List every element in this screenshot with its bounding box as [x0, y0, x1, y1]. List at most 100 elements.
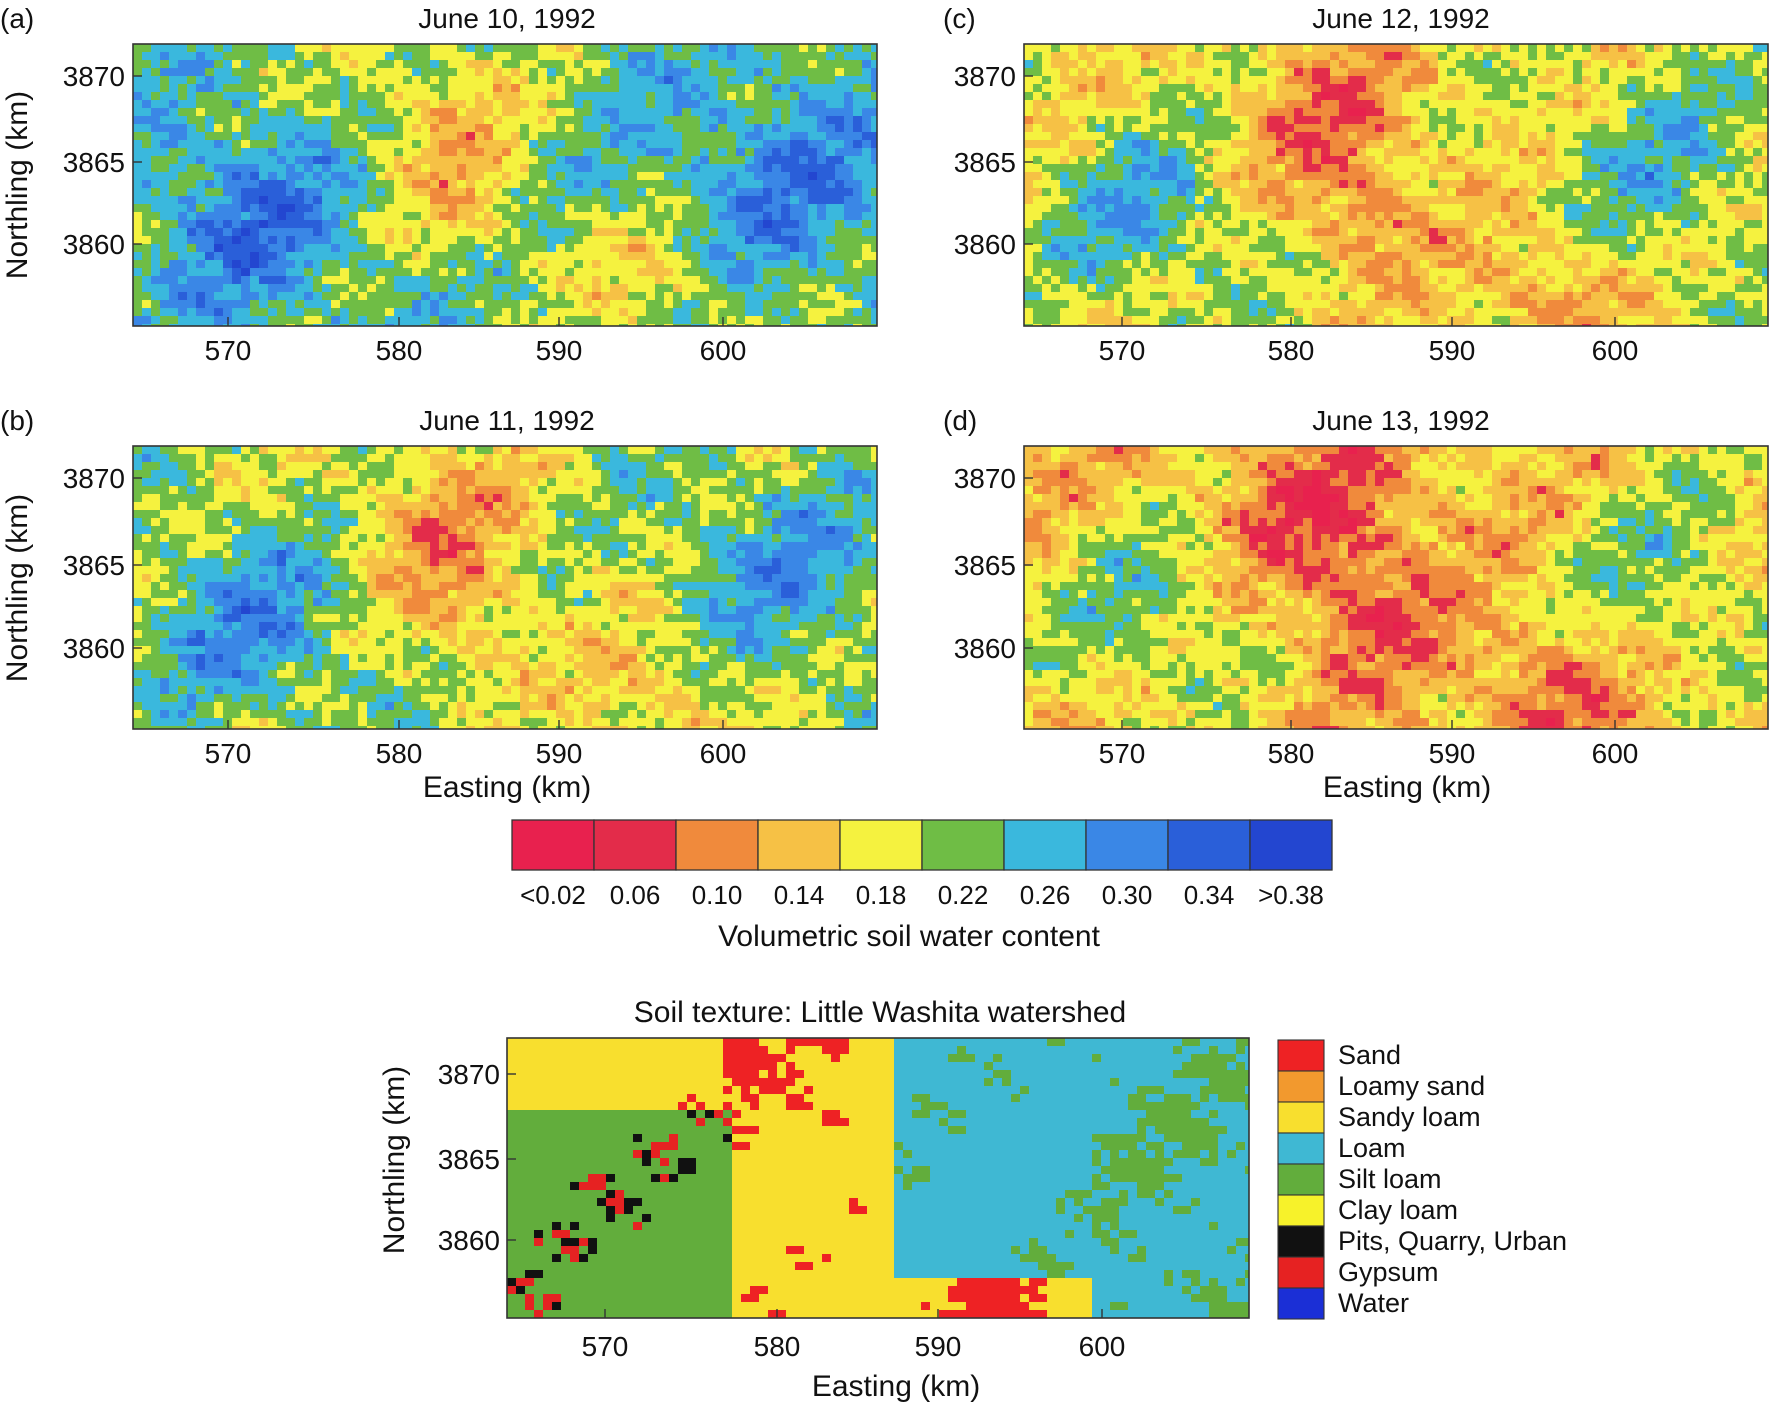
- raster-cell: [394, 148, 404, 157]
- raster-cell: [493, 180, 503, 189]
- raster-cell: [412, 84, 422, 93]
- raster-cell: [862, 470, 872, 479]
- raster-cell: [853, 590, 863, 599]
- raster-cell: [853, 140, 863, 149]
- raster-cell: [259, 478, 269, 487]
- raster-cell: [250, 132, 260, 141]
- raster-cell: [610, 622, 620, 631]
- raster-cell: [439, 140, 449, 149]
- raster-cell: [376, 300, 386, 309]
- raster-cell: [808, 324, 818, 326]
- raster-cell: [574, 606, 584, 615]
- raster-cell: [718, 478, 728, 487]
- raster-cell: [529, 276, 539, 285]
- raster-cell: [313, 606, 323, 615]
- raster-cell: [538, 590, 548, 599]
- raster-cell: [232, 164, 242, 173]
- raster-cell: [808, 446, 818, 455]
- raster-cell: [637, 132, 647, 141]
- raster-cell: [826, 622, 836, 631]
- raster-cell: [745, 598, 755, 607]
- raster-cell: [601, 148, 611, 157]
- raster-cell: [727, 268, 737, 277]
- raster-cell: [142, 446, 152, 455]
- raster-cell: [790, 108, 800, 117]
- raster-cell: [574, 598, 584, 607]
- raster-cell: [493, 76, 503, 85]
- raster-cell: [475, 244, 485, 253]
- raster-cell: [556, 228, 566, 237]
- raster-cell: [457, 60, 467, 69]
- raster-cell: [529, 108, 539, 117]
- raster-cell: [772, 614, 782, 623]
- raster-cell: [241, 316, 251, 325]
- raster-cell: [772, 140, 782, 149]
- raster-cell: [394, 212, 404, 221]
- raster-cell: [727, 132, 737, 141]
- raster-cell: [502, 558, 512, 567]
- raster-cell: [601, 244, 611, 253]
- raster-cell: [277, 582, 287, 591]
- raster-cell: [583, 526, 593, 535]
- raster-cell: [250, 590, 260, 599]
- raster-cell: [232, 284, 242, 293]
- raster-cell: [601, 582, 611, 591]
- raster-cell: [259, 76, 269, 85]
- raster-cell: [439, 542, 449, 551]
- raster-cell: [169, 268, 179, 277]
- raster-cell: [808, 566, 818, 575]
- raster-cell: [250, 510, 260, 519]
- raster-cell: [421, 446, 431, 455]
- raster-cell: [520, 606, 530, 615]
- raster-cell: [295, 494, 305, 503]
- raster-cell: [223, 630, 233, 639]
- raster-cell: [421, 308, 431, 317]
- raster-cell: [331, 180, 341, 189]
- raster-cell: [592, 124, 602, 133]
- raster-cell: [727, 204, 737, 213]
- raster-cell: [565, 276, 575, 285]
- raster-cell: [772, 60, 782, 69]
- raster-cell: [808, 316, 818, 325]
- raster-cell: [646, 68, 656, 77]
- raster-cell: [610, 574, 620, 583]
- raster-cell: [844, 324, 854, 326]
- raster-cell: [763, 622, 773, 631]
- raster-cell: [142, 84, 152, 93]
- raster-cell: [646, 622, 656, 631]
- raster-cell: [754, 252, 764, 261]
- raster-cell: [808, 52, 818, 61]
- raster-cell: [214, 542, 224, 551]
- raster-cell: [826, 108, 836, 117]
- raster-cell: [304, 164, 314, 173]
- raster-cell: [682, 100, 692, 109]
- raster-cell: [277, 244, 287, 253]
- raster-cell: [169, 100, 179, 109]
- raster-cell: [583, 172, 593, 181]
- raster-cell: [709, 614, 719, 623]
- raster-cell: [637, 478, 647, 487]
- raster-cell: [754, 132, 764, 141]
- raster-cell: [799, 598, 809, 607]
- raster-cell: [196, 526, 206, 535]
- raster-cell: [637, 614, 647, 623]
- raster-cell: [682, 220, 692, 229]
- raster-cell: [628, 454, 638, 463]
- raster-cell: [223, 542, 233, 551]
- raster-cell: [619, 502, 629, 511]
- raster-cell: [187, 244, 197, 253]
- raster-cell: [484, 140, 494, 149]
- raster-cell: [151, 76, 161, 85]
- raster-cell: [196, 316, 206, 325]
- raster-cell: [610, 292, 620, 301]
- raster-cell: [430, 244, 440, 253]
- raster-cell: [475, 606, 485, 615]
- raster-cell: [745, 574, 755, 583]
- raster-cell: [817, 558, 827, 567]
- raster-cell: [223, 228, 233, 237]
- raster-cell: [853, 268, 863, 277]
- raster-cell: [754, 470, 764, 479]
- raster-cell: [214, 52, 224, 61]
- raster-cell: [169, 252, 179, 261]
- raster-cell: [763, 542, 773, 551]
